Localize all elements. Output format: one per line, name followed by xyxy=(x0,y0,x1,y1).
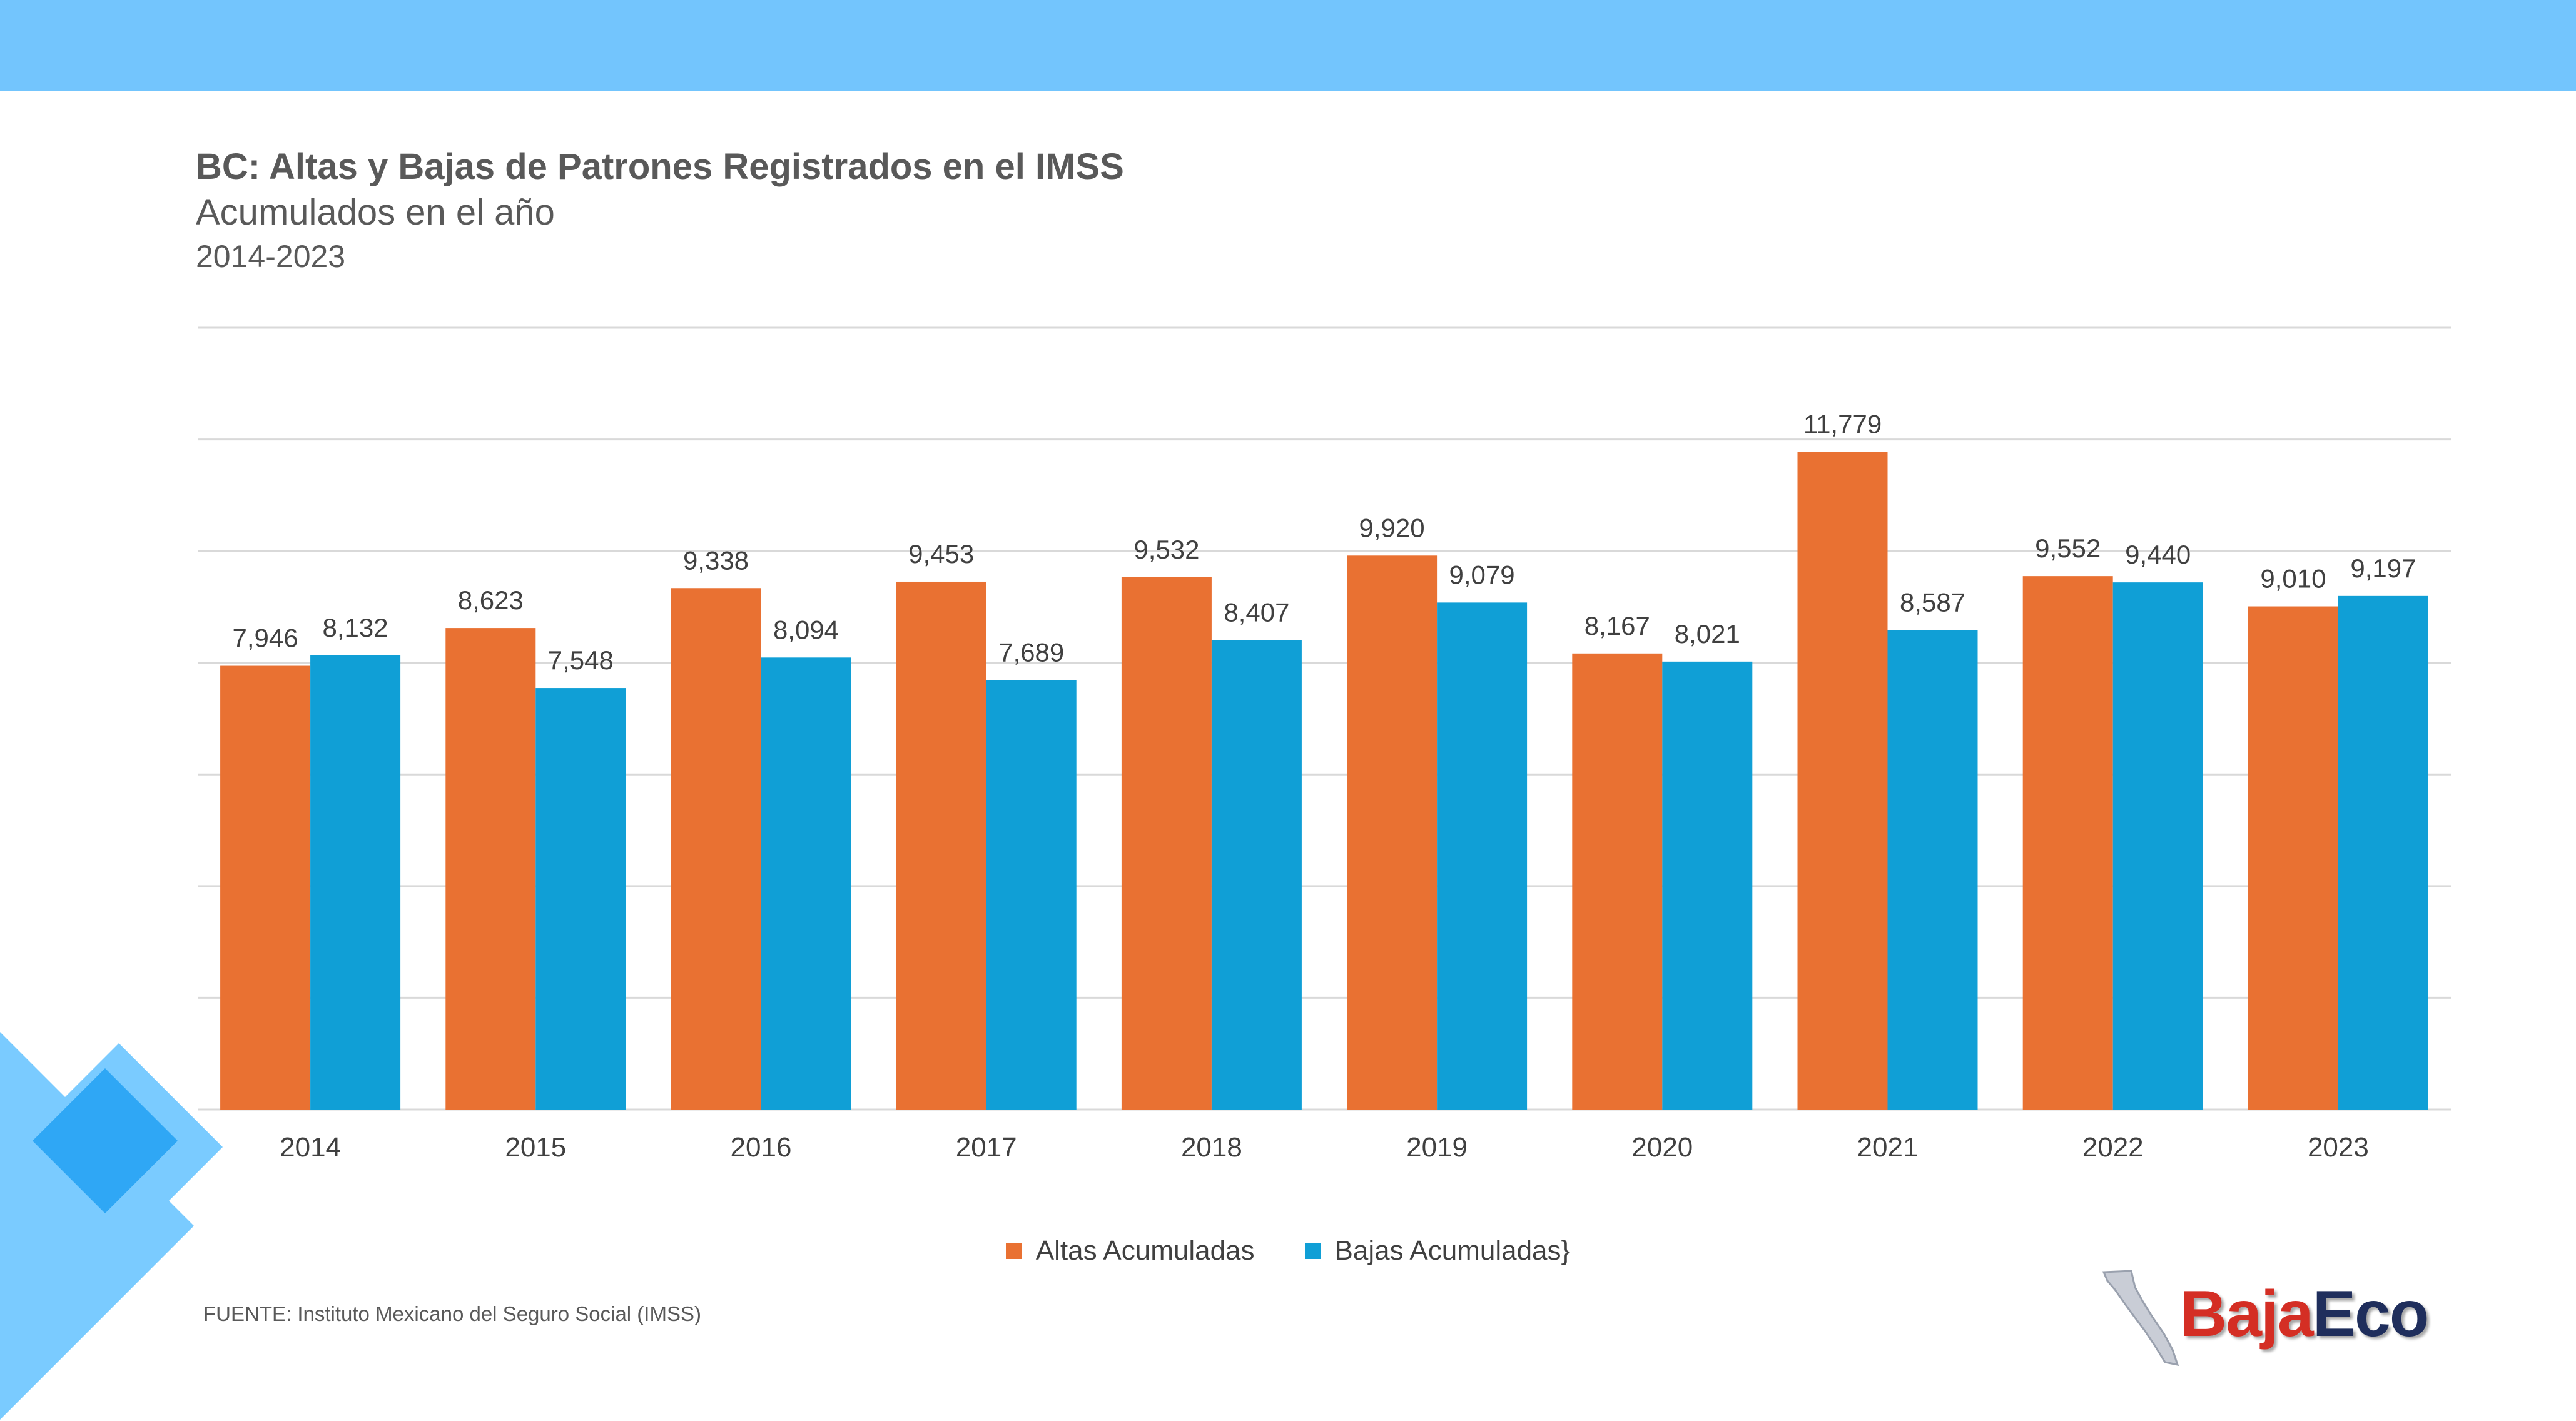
chart-subtitle: Acumulados en el año xyxy=(196,191,555,233)
legend-swatch-altas xyxy=(1005,1243,1022,1259)
bar-bajas-2015 xyxy=(535,688,626,1110)
value-label-bajas-2018: 8,407 xyxy=(1224,597,1289,627)
bar-altas-2023 xyxy=(2248,606,2338,1110)
value-label-bajas-2023: 9,197 xyxy=(2350,554,2416,583)
bar-altas-2021 xyxy=(1797,452,1888,1110)
value-label-bajas-2016: 8,094 xyxy=(773,615,839,644)
baja-california-map-icon xyxy=(2102,1270,2179,1366)
bar-altas-2014 xyxy=(220,665,311,1110)
legend-item-bajas: Bajas Acumuladas} xyxy=(1304,1235,1571,1267)
logo-wordmark-baja: Baja xyxy=(2180,1278,2314,1350)
x-tick-label-2023: 2023 xyxy=(2308,1132,2369,1163)
source-note: FUENTE: Instituto Mexicano del Seguro So… xyxy=(203,1302,701,1325)
bar-altas-2017 xyxy=(896,581,986,1110)
bar-bajas-2023 xyxy=(2338,595,2428,1110)
bar-bajas-2014 xyxy=(310,655,401,1110)
value-label-altas-2019: 9,920 xyxy=(1359,513,1425,542)
logo-wordmark-eco: Eco xyxy=(2312,1278,2430,1350)
bar-altas-2018 xyxy=(1121,577,1212,1110)
x-tick-label-2022: 2022 xyxy=(2082,1132,2144,1163)
value-label-bajas-2017: 7,689 xyxy=(998,637,1064,667)
bar-altas-2020 xyxy=(1572,653,1663,1110)
value-label-altas-2014: 7,946 xyxy=(233,624,298,653)
bar-bajas-2021 xyxy=(1887,630,1978,1110)
x-tick-label-2019: 2019 xyxy=(1406,1132,1468,1163)
value-label-altas-2018: 9,532 xyxy=(1133,535,1199,564)
x-axis-labels: 2014 2015 2016 2017 2018 2019 2020 2021 2022 2023 xyxy=(280,1132,2369,1163)
bar-bajas-2018 xyxy=(1211,640,1302,1110)
value-label-altas-2022: 9,552 xyxy=(2035,534,2101,563)
bars xyxy=(220,452,2428,1110)
value-label-bajas-2019: 9,079 xyxy=(1449,560,1515,589)
value-label-altas-2021: 11,779 xyxy=(1803,409,1882,438)
bar-bajas-2019 xyxy=(1437,602,1528,1110)
x-tick-label-2020: 2020 xyxy=(1631,1132,1693,1163)
value-label-bajas-2021: 8,587 xyxy=(1900,587,1965,617)
chart-header: BC: Altas y Bajas de Patrones Registrado… xyxy=(196,145,1124,277)
value-label-altas-2020: 8,167 xyxy=(1585,611,1650,640)
bar-bajas-2022 xyxy=(2112,582,2203,1110)
value-label-altas-2017: 9,453 xyxy=(908,539,974,569)
value-label-bajas-2020: 8,021 xyxy=(1675,619,1740,649)
x-tick-label-2016: 2016 xyxy=(731,1132,792,1163)
bar-bajas-2017 xyxy=(986,680,1077,1110)
value-label-bajas-2014: 8,132 xyxy=(323,613,388,642)
x-tick-label-2017: 2017 xyxy=(956,1132,1017,1163)
x-tick-label-2021: 2021 xyxy=(1857,1132,1919,1163)
bar-altas-2016 xyxy=(671,588,761,1110)
value-labels: 7,946 8,132 8,623 7,548 9,338 8,094 9,453 7,689… xyxy=(233,409,2416,675)
top-banner xyxy=(0,0,2576,91)
value-label-altas-2015: 8,623 xyxy=(458,585,524,615)
bar-altas-2022 xyxy=(2022,576,2113,1110)
bar-altas-2019 xyxy=(1347,555,1438,1110)
decorative-diamonds xyxy=(0,1032,223,1420)
diamond-shape-overlap xyxy=(33,1068,178,1213)
chart-period: 2014-2023 xyxy=(196,239,346,275)
bar-bajas-2020 xyxy=(1662,661,1753,1110)
value-label-bajas-2015: 7,548 xyxy=(548,645,614,675)
legend-item-altas: Altas Acumuladas xyxy=(1005,1235,1255,1267)
x-tick-label-2015: 2015 xyxy=(505,1132,566,1163)
legend-label-altas: Altas Acumuladas xyxy=(1035,1235,1255,1266)
value-label-altas-2023: 9,010 xyxy=(2260,564,2326,594)
legend-swatch-bajas xyxy=(1304,1243,1321,1259)
chart-title: BC: Altas y Bajas de Patrones Registrado… xyxy=(196,146,1124,187)
bajaeco-logo: BajaEco xyxy=(2099,1268,2449,1368)
bar-altas-2015 xyxy=(445,628,536,1110)
value-label-bajas-2022: 9,440 xyxy=(2125,540,2191,569)
legend-label-bajas: Bajas Acumuladas} xyxy=(1334,1235,1571,1266)
x-tick-label-2014: 2014 xyxy=(280,1132,341,1163)
value-label-altas-2016: 9,338 xyxy=(683,545,749,575)
x-tick-label-2018: 2018 xyxy=(1181,1132,1242,1163)
bar-bajas-2016 xyxy=(761,657,851,1110)
legend: Altas Acumuladas Bajas Acumuladas} xyxy=(0,1235,2576,1267)
logo-wordmark: BajaEco xyxy=(2180,1277,2430,1352)
